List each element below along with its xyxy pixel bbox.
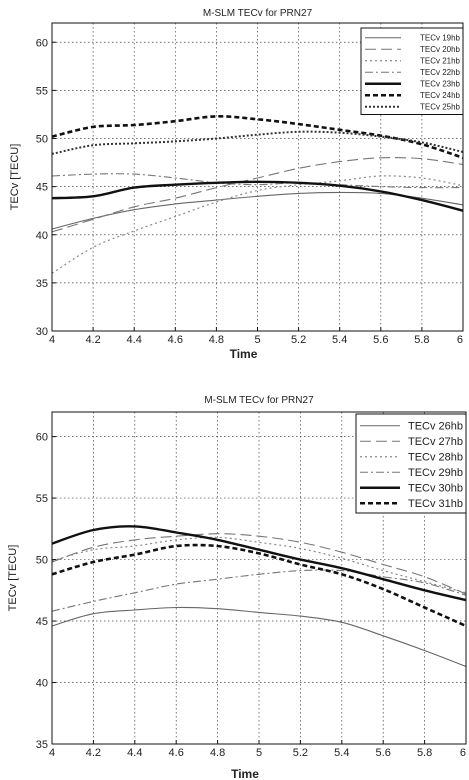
y-tick-label: 50 <box>36 134 48 146</box>
series-line-tecv-29hb <box>51 569 467 612</box>
x-tick-label: 4.2 <box>85 334 100 346</box>
x-tick-label: 4.4 <box>127 334 142 346</box>
legend-label: TECv 29hb <box>408 467 463 479</box>
legend-label: TECv 24hb <box>420 91 461 100</box>
legend-label: TECv 23hb <box>420 80 461 89</box>
legend-label: TECv 21hb <box>420 57 461 66</box>
y-tick-label: 60 <box>36 432 48 444</box>
legend-label: TECv 27hb <box>408 436 463 448</box>
chart-title: M-SLM TECv for PRN27 <box>204 395 314 406</box>
x-tick-label: 6 <box>460 747 466 759</box>
x-tick-label: 5.4 <box>334 747 349 759</box>
series-line-tecv-20hb <box>51 157 464 233</box>
chart-prn27-19-25hb: M-SLM TECv for PRN27 4 4.2 4.4 4.6 4.8 5 5.2 5.4… <box>0 0 469 385</box>
series-line-tecv-27hb <box>51 533 467 595</box>
x-tick-label: 4 <box>49 334 55 346</box>
x-tick-label: 5.6 <box>373 334 388 346</box>
series-line-tecv-26hb <box>51 606 467 668</box>
x-tick-label: 4.8 <box>210 747 225 759</box>
legend-label: TECv 22hb <box>420 68 461 77</box>
series-line-tecv-21hb <box>51 175 464 274</box>
series-line-tecv-30hb <box>51 525 467 602</box>
y-axis-label: TECv [TECU] <box>9 144 21 211</box>
legend-label: TECv 30hb <box>408 483 463 495</box>
y-axis-label: TECv [TECU] <box>7 545 19 612</box>
x-tick-label: 4.8 <box>209 334 224 346</box>
x-tick-label: 5.8 <box>417 747 432 759</box>
y-tick-label: 40 <box>36 230 48 242</box>
x-tick-label: 6 <box>457 334 463 346</box>
x-tick-label: 5.4 <box>332 334 347 346</box>
y-tick-label: 35 <box>36 739 48 751</box>
x-tick-label: 4.6 <box>168 334 183 346</box>
x-axis-label: Time <box>230 347 258 361</box>
legend-label: TECv 20hb <box>420 45 461 54</box>
chart-prn27-26-31hb: M-SLM TECv for PRN27 4 4.2 4.4 4.6 4.8 5 5.2 5.4… <box>0 385 469 780</box>
series-line-tecv-25hb <box>51 130 464 155</box>
y-tick-label: 45 <box>36 616 48 628</box>
x-tick-label: 4.2 <box>86 747 101 759</box>
x-tick-label: 4.4 <box>127 747 142 759</box>
y-tick-label: 35 <box>36 278 48 290</box>
legend-label: TECv 28hb <box>408 452 463 464</box>
y-tick-label: 50 <box>36 555 48 567</box>
chart-2-canvas: M-SLM TECv for PRN27 4 4.2 4.4 4.6 4.8 5 5.2 5.4… <box>7 395 467 780</box>
x-axis-label: Time <box>231 767 259 780</box>
y-tick-label: 55 <box>36 85 48 97</box>
legend-label: TECv 25hb <box>420 103 461 112</box>
legend-label: TECv 19hb <box>420 34 461 43</box>
x-tick-label: 4 <box>49 747 55 759</box>
legend-box <box>360 27 464 115</box>
legend-label: TECv 31hb <box>408 498 463 510</box>
legend-label: TECv 26hb <box>408 421 463 433</box>
x-tick-label: 5.2 <box>291 334 306 346</box>
x-tick-label: 5.6 <box>376 747 391 759</box>
y-tick-label: 40 <box>36 678 48 690</box>
series-line-tecv-23hb <box>51 180 464 212</box>
series-line-tecv-31hb <box>51 543 467 628</box>
chart-1-canvas: M-SLM TECv for PRN27 4 4.2 4.4 4.6 4.8 5 5.2 5.4… <box>9 8 464 361</box>
x-tick-label: 4.6 <box>169 747 184 759</box>
series-line-tecv-22hb <box>51 173 464 189</box>
x-tick-label: 5 <box>254 334 260 346</box>
y-tick-label: 30 <box>36 326 48 338</box>
y-tick-label: 45 <box>36 182 48 194</box>
chart-title: M-SLM TECv for PRN27 <box>203 8 313 19</box>
y-tick-label: 60 <box>36 37 48 49</box>
legend-box <box>355 413 467 514</box>
x-tick-label: 5.2 <box>293 747 308 759</box>
x-tick-label: 5 <box>256 747 262 759</box>
y-tick-label: 55 <box>36 493 48 505</box>
x-tick-label: 5.8 <box>414 334 429 346</box>
